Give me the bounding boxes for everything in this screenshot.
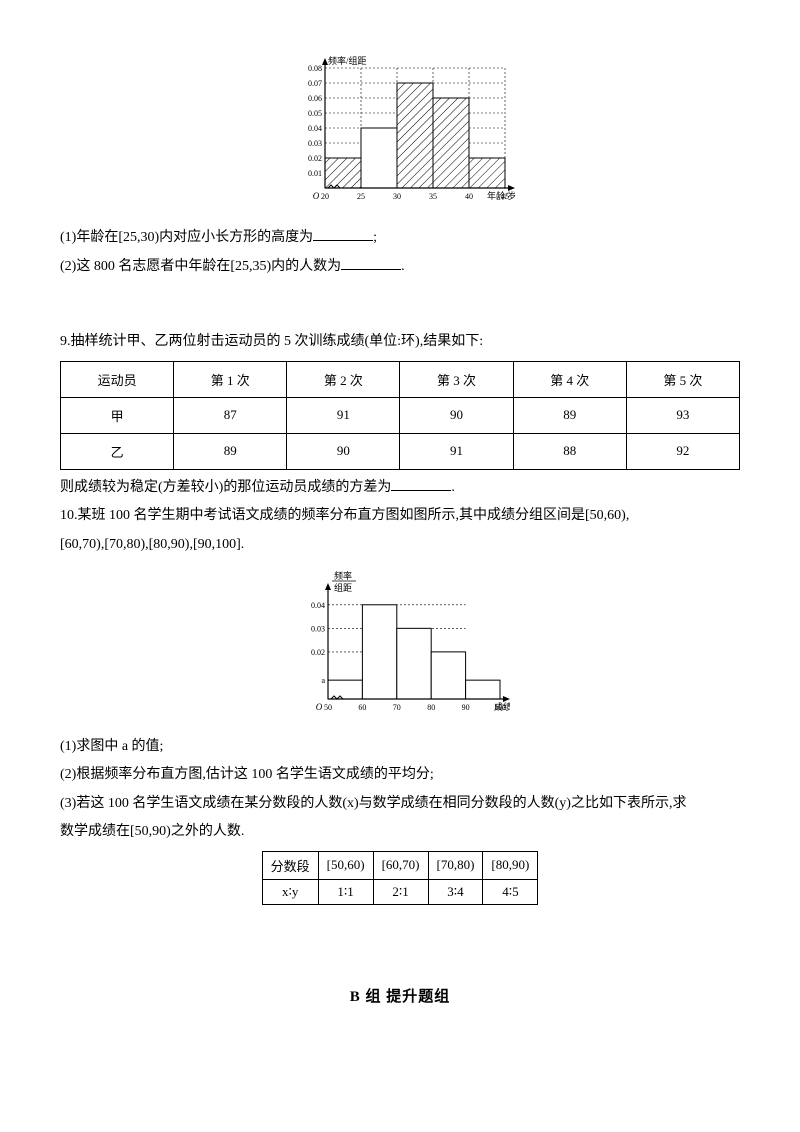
table-cell: 乙 (61, 433, 174, 469)
blank-2 (341, 255, 401, 270)
svg-text:0.01: 0.01 (308, 169, 322, 178)
blank-1 (313, 226, 373, 241)
table-header: 第 2 次 (287, 361, 400, 397)
table-ratio: 分数段 [50,60) [60,70) [70,80) [80,90) x∶y … (262, 851, 539, 905)
svg-text:频率: 频率 (334, 570, 352, 581)
svg-text:频率/组距: 频率/组距 (328, 55, 367, 66)
table-shooters: 运动员 第 1 次 第 2 次 第 3 次 第 4 次 第 5 次 甲 87 9… (60, 361, 740, 470)
svg-text:a: a (321, 676, 325, 685)
table-cell: 89 (174, 433, 287, 469)
q10-part2: (2)根据频率分布直方图,估计这 100 名学生语文成绩的平均分; (60, 762, 740, 789)
svg-text:0.04: 0.04 (308, 124, 322, 133)
page-root: 0.01 0.02 0.03 0.04 0.05 0.06 0.07 0.08 20 25 30 35… (0, 0, 800, 1046)
table-cell: 甲 (61, 397, 174, 433)
q10-part3a: (3)若这 100 名学生语文成绩在某分数段的人数(x)与数学成绩在相同分数段的… (60, 791, 740, 818)
q10-part1: (1)求图中 a 的值; (60, 734, 740, 761)
q9-tail: 则成绩较为稳定(方差较小)的那位运动员成绩的方差为. (60, 475, 740, 502)
table-cell: 87 (174, 397, 287, 433)
table-header: 第 3 次 (400, 361, 513, 397)
q9-intro: 9.抽样统计甲、乙两位射击运动员的 5 次训练成绩(单位:环),结果如下: (60, 329, 740, 356)
table-cell: 91 (400, 433, 513, 469)
table-cell: 2∶1 (373, 879, 428, 904)
q10-intro-1: 10.某班 100 名学生期中考试语文成绩的频率分布直方图如图所示,其中成绩分组… (60, 503, 740, 530)
table-cell: [80,90) (483, 851, 538, 879)
svg-text:0.02: 0.02 (308, 154, 322, 163)
svg-text:30: 30 (393, 192, 401, 201)
vertical-gap (60, 282, 740, 327)
table-cell: x∶y (262, 879, 318, 904)
histogram-age: 0.01 0.02 0.03 0.04 0.05 0.06 0.07 0.08 20 25 30 35… (60, 50, 740, 210)
svg-text:40: 40 (465, 192, 473, 201)
table-cell: 89 (513, 397, 626, 433)
table-cell: 分数段 (262, 851, 318, 879)
svg-text:20: 20 (321, 192, 329, 201)
table-row: x∶y 1∶1 2∶1 3∶4 4∶5 (262, 879, 538, 904)
svg-text:0.06: 0.06 (308, 94, 322, 103)
table-header: 第 4 次 (513, 361, 626, 397)
table-cell: 90 (400, 397, 513, 433)
svg-text:70: 70 (393, 703, 401, 712)
blank-3 (391, 476, 451, 491)
svg-text:O: O (316, 702, 323, 712)
q-hist1-line1: (1)年龄在[25,30)内对应小长方形的高度为; (60, 225, 740, 252)
svg-text:O: O (313, 191, 320, 201)
svg-text:35: 35 (429, 192, 437, 201)
svg-text:0.02: 0.02 (311, 647, 325, 656)
svg-text:90: 90 (462, 703, 470, 712)
q-hist1-line2: (2)这 800 名志愿者中年龄在[25,35)内的人数为. (60, 254, 740, 281)
table-cell: 91 (287, 397, 400, 433)
q10-part3b: 数学成绩在[50,90)之外的人数. (60, 819, 740, 846)
section-b-title: B 组 提升题组 (60, 985, 740, 1006)
svg-text:0.08: 0.08 (308, 64, 322, 73)
svg-text:0.05: 0.05 (308, 109, 322, 118)
histogram-score-svg: a0.020.030.045060708090100频率组距成绩O (290, 569, 510, 719)
table-cell: 92 (626, 433, 739, 469)
table-cell: 93 (626, 397, 739, 433)
q9-tail-suffix: . (451, 480, 455, 495)
table-cell: [70,80) (428, 851, 483, 879)
table-row: 乙 89 90 91 88 92 (61, 433, 740, 469)
svg-text:0.03: 0.03 (311, 624, 325, 633)
svg-text:0.04: 0.04 (311, 600, 325, 609)
svg-text:年龄/岁: 年龄/岁 (487, 190, 515, 201)
table-header: 第 1 次 (174, 361, 287, 397)
table-row: 甲 87 91 90 89 93 (61, 397, 740, 433)
q-hist1-line1-text: (1)年龄在[25,30)内对应小长方形的高度为 (60, 230, 313, 245)
svg-text:组距: 组距 (334, 582, 352, 593)
svg-text:80: 80 (427, 703, 435, 712)
q10-intro-2: [60,70),[70,80),[80,90),[90,100]. (60, 532, 740, 559)
svg-text:0.03: 0.03 (308, 139, 322, 148)
q9-tail-text: 则成绩较为稳定(方差较小)的那位运动员成绩的方差为 (60, 480, 391, 495)
svg-text:成绩: 成绩 (494, 701, 510, 712)
table-cell: [50,60) (318, 851, 373, 879)
svg-text:0.07: 0.07 (308, 79, 322, 88)
svg-text:25: 25 (357, 192, 365, 201)
table-row: 运动员 第 1 次 第 2 次 第 3 次 第 4 次 第 5 次 (61, 361, 740, 397)
table-row: 分数段 [50,60) [60,70) [70,80) [80,90) (262, 851, 538, 879)
histogram-score: a0.020.030.045060708090100频率组距成绩O (60, 569, 740, 719)
svg-text:60: 60 (358, 703, 366, 712)
table-header: 运动员 (61, 361, 174, 397)
table-cell: 88 (513, 433, 626, 469)
histogram-age-svg: 0.01 0.02 0.03 0.04 0.05 0.06 0.07 0.08 20 25 30 35… (285, 50, 515, 210)
table-cell: [60,70) (373, 851, 428, 879)
table-cell: 1∶1 (318, 879, 373, 904)
table-header: 第 5 次 (626, 361, 739, 397)
svg-text:50: 50 (324, 703, 332, 712)
q-hist1-line2-text: (2)这 800 名志愿者中年龄在[25,35)内的人数为 (60, 259, 341, 274)
table-cell: 4∶5 (483, 879, 538, 904)
q-hist1-line1-suffix: ; (373, 230, 377, 245)
q-hist1-line2-suffix: . (401, 259, 405, 274)
table-cell: 90 (287, 433, 400, 469)
table-cell: 3∶4 (428, 879, 483, 904)
